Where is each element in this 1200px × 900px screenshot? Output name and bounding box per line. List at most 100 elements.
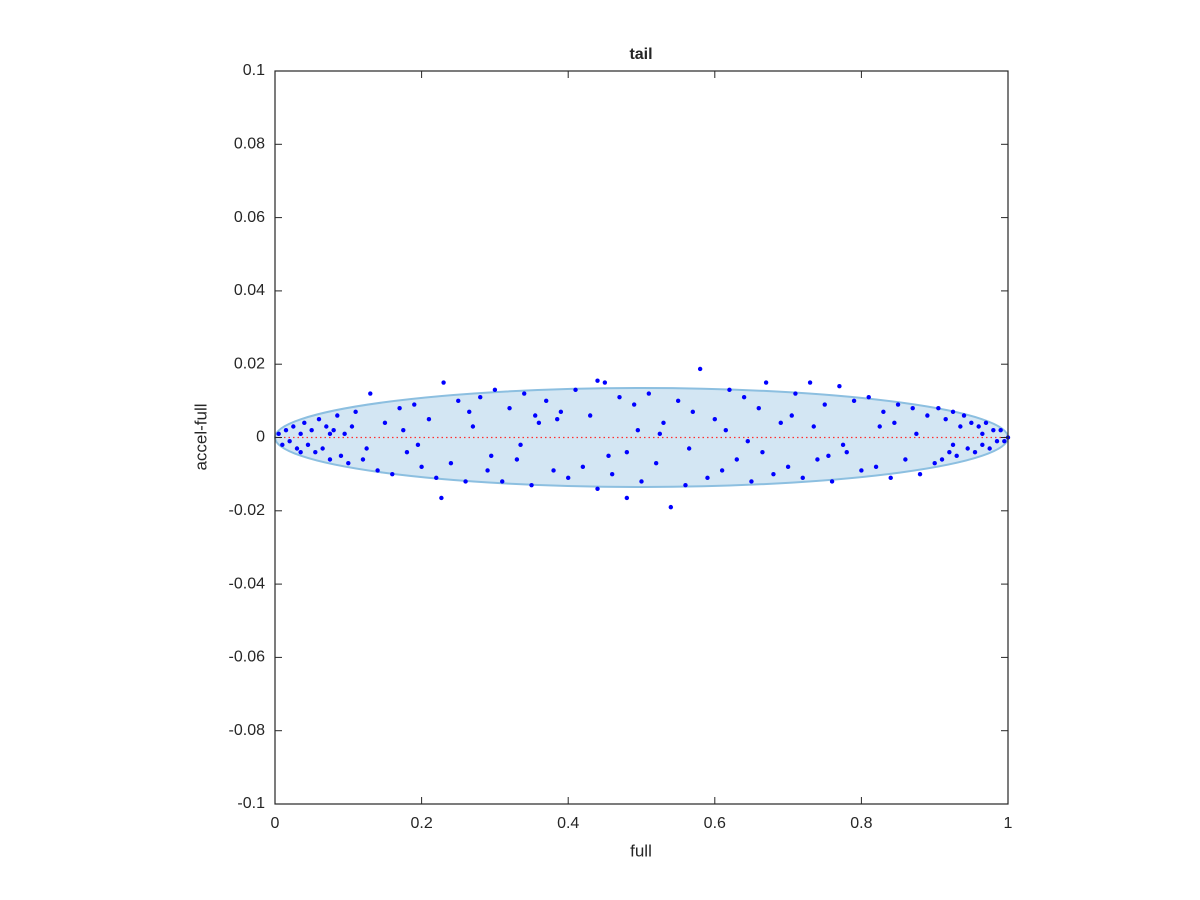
data-point: [954, 453, 959, 459]
data-point: [397, 405, 402, 411]
x-tick-label: 0.6: [704, 815, 726, 832]
data-point: [566, 475, 571, 481]
y-tick-label: 0.02: [234, 355, 265, 372]
data-point: [507, 405, 512, 411]
data-point: [903, 457, 908, 462]
data-point: [349, 424, 355, 429]
data-point: [419, 464, 424, 470]
data-point: [983, 420, 989, 426]
data-point: [822, 402, 827, 407]
data-point: [994, 438, 1000, 444]
y-tick-label: 0.1: [243, 62, 265, 79]
data-point: [826, 453, 831, 459]
data-point: [595, 486, 600, 492]
data-point: [536, 420, 542, 426]
y-tick-label: 0.04: [234, 282, 265, 299]
data-point: [690, 409, 696, 415]
data-point: [969, 420, 974, 426]
data-point: [492, 387, 498, 393]
data-point: [573, 387, 578, 393]
data-point: [401, 427, 406, 433]
data-point: [335, 413, 340, 418]
data-point: [463, 479, 468, 484]
data-point: [932, 460, 937, 466]
data-point: [276, 431, 281, 437]
data-point: [961, 413, 967, 418]
y-tick-label: -0.06: [229, 649, 266, 666]
data-point: [749, 479, 754, 484]
data-point: [587, 413, 593, 418]
data-point: [639, 479, 644, 484]
data-point: [302, 420, 307, 426]
data-point: [415, 442, 421, 448]
y-tick-label: -0.04: [229, 575, 266, 592]
data-point: [500, 479, 505, 484]
data-point: [991, 427, 996, 433]
data-point: [522, 391, 527, 396]
data-point: [910, 405, 915, 411]
data-point: [331, 427, 336, 433]
data-point: [426, 416, 432, 422]
data-point: [342, 431, 347, 437]
x-tick-label: 1: [1004, 815, 1013, 832]
data-point: [434, 475, 439, 481]
data-point: [745, 438, 750, 444]
data-point: [327, 431, 333, 437]
data-point: [353, 409, 358, 415]
data-point: [668, 504, 674, 510]
data-point: [851, 398, 857, 404]
data-point: [734, 457, 739, 462]
data-point: [529, 482, 534, 488]
data-point: [888, 475, 893, 481]
data-point: [470, 424, 476, 429]
data-point: [518, 442, 523, 448]
y-axis-label: accel-full: [191, 403, 210, 470]
data-point: [697, 366, 703, 372]
y-tick-label: 0.08: [234, 136, 265, 153]
data-point: [1002, 438, 1007, 444]
data-point: [489, 453, 494, 459]
data-point: [324, 424, 329, 429]
data-point: [294, 446, 300, 451]
data-point: [760, 449, 765, 455]
data-point: [602, 380, 608, 385]
data-point: [320, 446, 325, 451]
data-point: [305, 442, 311, 448]
data-point: [287, 438, 292, 444]
data-point: [346, 460, 351, 466]
data-point: [763, 380, 769, 385]
data-point: [892, 420, 897, 426]
data-point: [624, 495, 630, 501]
data-point: [456, 398, 461, 404]
y-tick-label: 0: [256, 429, 265, 446]
data-point: [939, 457, 945, 462]
data-point: [291, 424, 296, 429]
data-point: [360, 457, 366, 462]
data-point: [441, 380, 446, 385]
data-point: [544, 398, 549, 404]
data-point: [653, 460, 659, 466]
data-point: [675, 398, 681, 404]
data-point: [635, 427, 641, 433]
data-point: [741, 394, 747, 400]
data-point: [558, 409, 564, 415]
data-point: [646, 391, 652, 396]
data-point: [778, 420, 783, 426]
data-point: [936, 405, 941, 411]
data-point: [958, 424, 963, 429]
y-tick-label: -0.08: [229, 722, 266, 739]
data-point: [617, 394, 622, 400]
y-tick-label: -0.02: [229, 502, 266, 519]
data-point: [807, 380, 813, 385]
data-point: [947, 449, 952, 455]
data-point: [439, 495, 444, 501]
data-point: [467, 409, 472, 415]
data-point: [551, 468, 556, 473]
data-point: [338, 453, 344, 459]
data-point: [987, 446, 992, 451]
data-point: [478, 394, 483, 400]
data-point: [661, 420, 666, 426]
data-point: [950, 409, 956, 415]
data-point: [533, 413, 538, 418]
data-point: [298, 449, 303, 455]
